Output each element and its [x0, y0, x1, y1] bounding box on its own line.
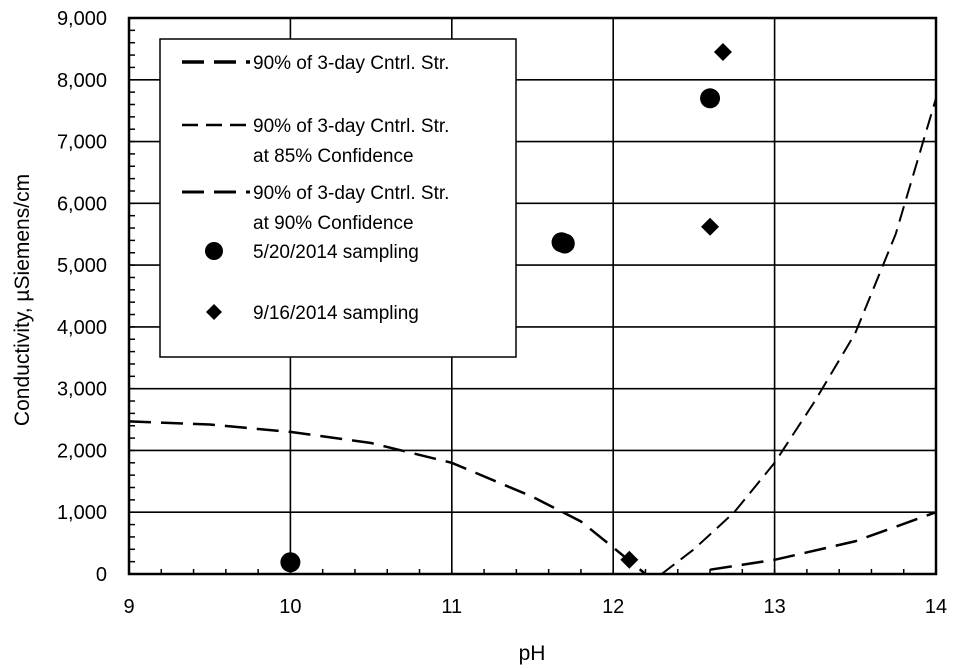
x-tick-label: 9	[123, 596, 134, 618]
x-tick-label: 11	[441, 596, 462, 618]
y-tick-label: 4,000	[57, 317, 107, 339]
legend-label: 5/20/2014 sampling	[253, 242, 419, 263]
x-axis-title: pH	[519, 642, 546, 665]
legend-label: 9/16/2014 sampling	[253, 303, 419, 324]
tick-labels: 9 10 11 12 13 14 0 1,000 2,000 3,000 4,000 5,000 6,0…	[57, 8, 947, 618]
y-tick-label: 5,000	[57, 255, 107, 277]
y-axis-title: Conductivity, µSiemens/cm	[11, 174, 34, 426]
data-point-circle	[280, 552, 301, 573]
x-tick-label: 14	[925, 596, 947, 618]
series-line	[661, 98, 937, 575]
y-tick-label: 2,000	[57, 440, 107, 462]
legend-diamond-marker	[206, 304, 222, 320]
y-tick-label: 6,000	[57, 193, 107, 215]
x-tick-label: 13	[763, 596, 785, 618]
y-tick-label: 8,000	[57, 70, 107, 92]
legend-label-line2: at 85% Confidence	[253, 146, 414, 167]
series-line	[128, 420, 647, 575]
y-tick-label: 3,000	[57, 379, 107, 401]
y-tick-label: 0	[96, 564, 107, 586]
y-tick-label: 1,000	[57, 502, 107, 524]
y-tick-label: 9,000	[57, 8, 107, 30]
data-point-diamond	[620, 550, 639, 569]
series-layer	[128, 42, 937, 575]
legend-label: 90% of 3-day Cntrl. Str.	[253, 116, 449, 137]
data-point-diamond	[701, 217, 720, 236]
legend-box	[159, 38, 517, 358]
series-line	[709, 511, 937, 571]
x-tick-label: 12	[602, 596, 624, 618]
legend-label: 90% of 3-day Cntrl. Str.	[253, 183, 449, 204]
legend-circle-marker	[205, 242, 223, 260]
plot-frame	[127, 16, 938, 576]
legend: 90% of 3-day Cntrl. Str. 90% of 3-day Cnt…	[159, 38, 517, 358]
x-tick-label: 10	[279, 596, 301, 618]
y-tick-label: 7,000	[57, 132, 107, 154]
data-point-circle	[554, 233, 575, 254]
data-point-circle	[700, 88, 721, 109]
legend-label-line2: at 90% Confidence	[253, 213, 414, 234]
legend-label: 90% of 3-day Cntrl. Str.	[253, 53, 449, 74]
data-point-diamond	[713, 42, 732, 61]
